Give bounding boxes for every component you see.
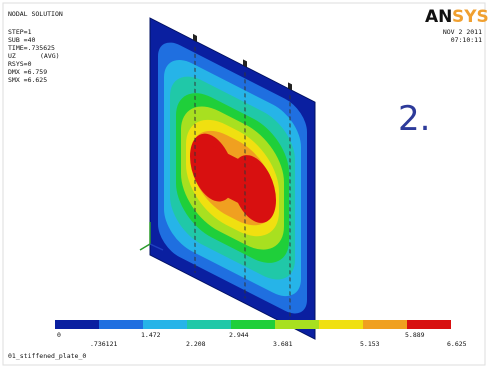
legend-label: 6.625 [447,340,467,348]
legend-label: 3.681 [273,340,293,348]
info-line: SUB =40 [8,36,35,44]
legend-label: 5.153 [360,340,380,348]
time: 07:10:11 [451,36,482,44]
legend-label: 2.944 [229,331,249,339]
info-line: (AVG) [40,52,60,60]
logo: SYS [452,7,488,27]
info-line: TIME=.735625 [8,44,55,52]
color-bar [55,320,451,329]
date: NOV 2 2011 [443,28,482,36]
legend-label: 0 [57,331,61,339]
info-line: SMX =6.625 [8,76,47,84]
info-line: DMX =6.759 [8,68,47,76]
screen: NODAL SOLUTION STEP=1 SUB =40 TIME=.7356… [0,0,488,368]
legend-label: 5.889 [405,331,425,339]
legend-label: .736121 [90,340,117,348]
info-line: UZ [8,52,16,60]
legend-label: 1.472 [141,331,161,339]
info-line: RSYS=0 [8,60,32,68]
logo: AN [425,7,452,27]
legend-label: 2.208 [186,340,206,348]
info-line: STEP=1 [8,28,32,36]
footer: 01_stiffened_plate_0 [8,352,86,360]
slide-number: 2. [398,99,430,139]
info-title: NODAL SOLUTION [8,10,63,18]
